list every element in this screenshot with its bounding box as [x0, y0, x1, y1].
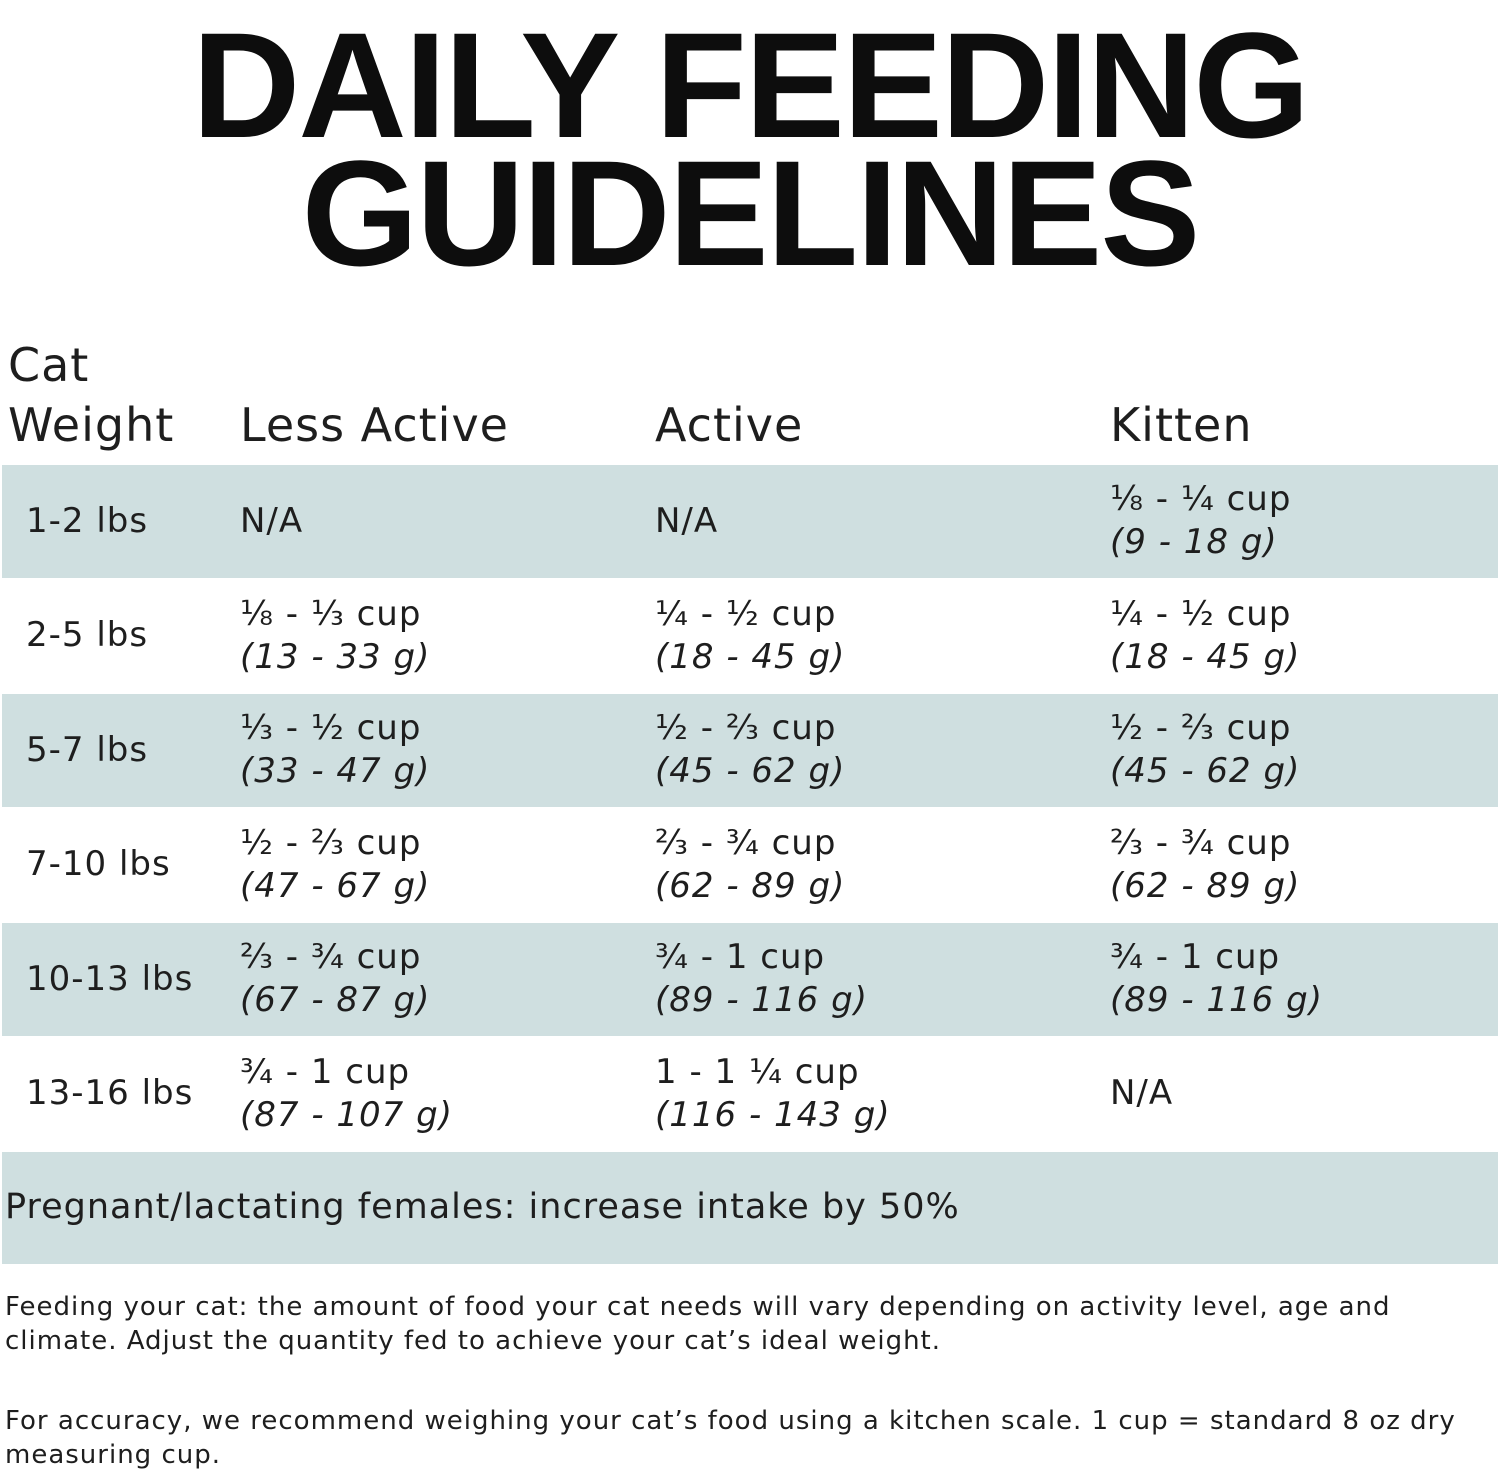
table-cell: 1-2 lbs: [26, 465, 148, 578]
table-cell: N/A: [240, 465, 303, 578]
cup-amount: ⅔ - ¾ cup: [1110, 822, 1292, 863]
column-header: Cat: [8, 338, 90, 392]
weight-label: 2-5 lbs: [26, 615, 149, 656]
gram-amount: (87 - 107 g): [240, 1094, 453, 1135]
title-line: DAILY FEEDING: [192, 1, 1310, 169]
column-header: Less Active: [240, 398, 509, 452]
cup-amount: N/A: [1110, 1073, 1174, 1114]
cup-amount: ⅓ - ½ cup: [240, 708, 422, 749]
cup-amount: ⅛ - ⅓ cup: [240, 593, 422, 634]
table-cell: ¼ - ½ cup (18 - 45 g): [1110, 580, 1300, 693]
table-cell: ⅓ - ½ cup (33 - 47 g): [240, 694, 430, 807]
table-cell: 5-7 lbs: [26, 694, 148, 807]
table-cell: ½ - ⅔ cup (45 - 62 g): [655, 694, 845, 807]
table-cell: N/A: [1110, 1038, 1173, 1151]
cup-amount: ½ - ⅔ cup: [1110, 708, 1292, 749]
footer-band: Pregnant/lactating females: increase int…: [2, 1152, 1498, 1264]
gram-amount: (45 - 62 g): [655, 751, 846, 792]
note: Feeding your cat: the amount of food you…: [5, 1292, 1391, 1356]
gram-amount: (62 - 89 g): [655, 865, 846, 906]
table-cell: 2-5 lbs: [26, 580, 148, 693]
table-row: 5-7 lbs ⅓ - ½ cup (33 - 47 g) ½ - ⅔ cup (45 …: [2, 694, 1498, 807]
gram-amount: (18 - 45 g): [1110, 636, 1301, 677]
table-row: 1-2 lbs N/A N/A ⅛ - ¼ cup (9 - 18 g): [2, 465, 1498, 578]
gram-amount: (67 - 87 g): [240, 980, 431, 1021]
table-row: 10-13 lbs ⅔ - ¾ cup (67 - 87 g) ¾ - 1 cup (8…: [2, 923, 1498, 1036]
gram-amount: (33 - 47 g): [240, 751, 431, 792]
cup-amount: N/A: [655, 500, 719, 541]
table-cell: N/A: [655, 465, 718, 578]
table-cell: ⅛ - ¼ cup (9 - 18 g): [1110, 465, 1291, 578]
table-cell: ½ - ⅔ cup (47 - 67 g): [240, 809, 430, 922]
table-cell: ⅛ - ⅓ cup (13 - 33 g): [240, 580, 430, 693]
table-cell: ½ - ⅔ cup (45 - 62 g): [1110, 694, 1300, 807]
gram-amount: (47 - 67 g): [240, 865, 431, 906]
title-line: GUIDELINES: [301, 129, 1201, 297]
note: For accuracy, we recommend weighing your…: [5, 1406, 1456, 1470]
gram-amount: (13 - 33 g): [240, 636, 431, 677]
cup-amount: ¾ - 1 cup: [655, 937, 826, 978]
gram-amount: (62 - 89 g): [1110, 865, 1301, 906]
table-cell: ⅔ - ¾ cup (62 - 89 g): [1110, 809, 1300, 922]
gram-amount: (116 - 143 g): [655, 1094, 891, 1135]
weight-label: 7-10 lbs: [26, 844, 171, 885]
cup-amount: ⅔ - ¾ cup: [655, 822, 837, 863]
column-header: Active: [655, 398, 804, 452]
cup-amount: 1 - 1 ¼ cup: [655, 1051, 860, 1092]
table-cell: ¾ - 1 cup (89 - 116 g): [1110, 923, 1323, 1036]
gram-amount: (89 - 116 g): [655, 980, 868, 1021]
table-cell: 13-16 lbs: [26, 1038, 193, 1151]
column-header: Weight: [8, 398, 175, 452]
cup-amount: N/A: [240, 500, 304, 541]
table-row: 2-5 lbs ⅛ - ⅓ cup (13 - 33 g) ¼ - ½ cup (18 …: [2, 580, 1498, 693]
table-cell: 10-13 lbs: [26, 923, 193, 1036]
weight-label: 1-2 lbs: [26, 500, 149, 541]
cup-amount: ⅛ - ¼ cup: [1110, 479, 1292, 520]
weight-label: 5-7 lbs: [26, 729, 149, 770]
cup-amount: ¾ - 1 cup: [240, 1051, 411, 1092]
table-row: 7-10 lbs ½ - ⅔ cup (47 - 67 g) ⅔ - ¾ cup (62…: [2, 809, 1498, 922]
gram-amount: (45 - 62 g): [1110, 751, 1301, 792]
column-header: Kitten: [1110, 398, 1253, 452]
table-cell: ⅔ - ¾ cup (67 - 87 g): [240, 923, 430, 1036]
table-cell: 7-10 lbs: [26, 809, 171, 922]
footer-text: Pregnant/lactating females: increase int…: [5, 1187, 960, 1227]
weight-label: 13-16 lbs: [26, 1073, 194, 1114]
table-cell: ¾ - 1 cup (89 - 116 g): [655, 923, 868, 1036]
table-cell: 1 - 1 ¼ cup (116 - 143 g): [655, 1038, 891, 1151]
cup-amount: ½ - ⅔ cup: [655, 708, 837, 749]
cup-amount: ⅔ - ¾ cup: [240, 937, 422, 978]
gram-amount: (89 - 116 g): [1110, 980, 1323, 1021]
weight-label: 10-13 lbs: [26, 958, 194, 999]
table-cell: ¼ - ½ cup (18 - 45 g): [655, 580, 845, 693]
table-cell: ¾ - 1 cup (87 - 107 g): [240, 1038, 453, 1151]
cup-amount: ¾ - 1 cup: [1110, 937, 1281, 978]
cup-amount: ¼ - ½ cup: [655, 593, 837, 634]
table-row: 13-16 lbs ¾ - 1 cup (87 - 107 g) 1 - 1 ¼ cu…: [2, 1038, 1498, 1151]
cup-amount: ½ - ⅔ cup: [240, 822, 422, 863]
gram-amount: (18 - 45 g): [655, 636, 846, 677]
gram-amount: (9 - 18 g): [1110, 522, 1278, 563]
cup-amount: ¼ - ½ cup: [1110, 593, 1292, 634]
table-cell: ⅔ - ¾ cup (62 - 89 g): [655, 809, 845, 922]
